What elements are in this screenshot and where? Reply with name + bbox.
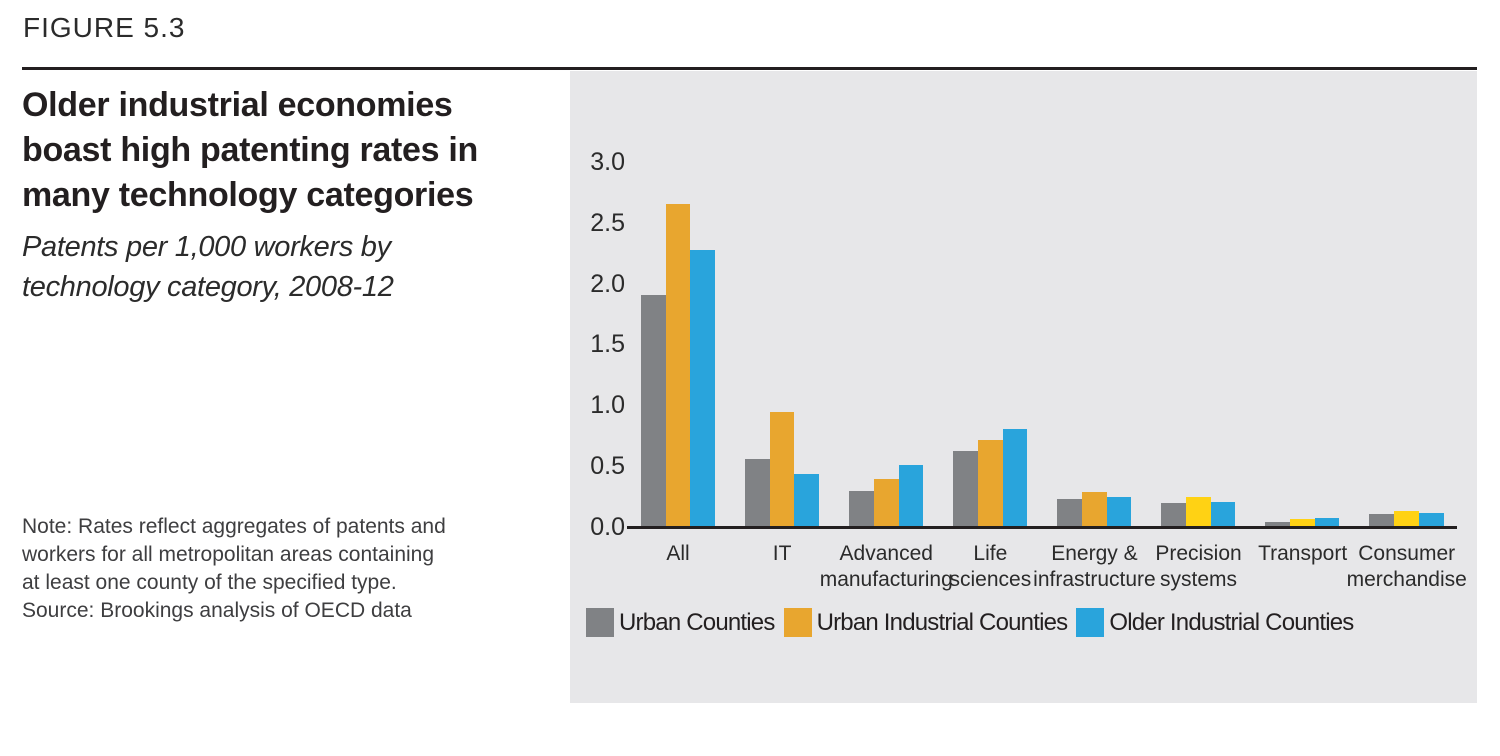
category-label: Transport [1258,541,1347,593]
category-labels: All IT Advanced manufacturing Life sciences En… [641,541,1467,593]
y-tick-label: 0.0 [590,513,625,541]
bar-group [1369,511,1444,526]
category-label: All [641,541,715,593]
category-label-line: Advanced [839,542,933,565]
category-label-line: infrastructure [1033,568,1156,591]
category-label: Precision systems [1155,541,1241,593]
bar-older-industrial-counties [1002,428,1028,526]
bar-older-industrial-counties [1418,512,1444,526]
bar-older-industrial-counties [1314,517,1340,526]
bar-urban-industrial-counties [665,203,691,526]
bar-urban-industrial-counties [1394,511,1419,526]
bar-urban-counties [953,450,978,526]
horizontal-rule [22,67,1477,70]
bar-urban-industrial-counties [1186,496,1211,526]
bar-urban-counties [1369,513,1395,526]
figure-number-label: FIGURE 5.3 [23,12,186,43]
category-label-line: Energy & [1051,542,1138,565]
bar-group [745,411,820,526]
category-label: Life sciences [949,541,1031,593]
bar-urban-industrial-counties [977,439,1003,526]
legend-label: Urban Counties [619,608,775,636]
bar-urban-counties [1057,499,1082,526]
legend-swatch [783,608,812,637]
x-axis-baseline [627,526,1457,529]
legend-item: Older Industrial Counties [1076,608,1354,637]
note-and-source-text: Note: Rates reflect aggregates of patent… [22,515,446,622]
category-label-line: All [666,542,690,565]
bar-urban-industrial-counties [873,478,899,526]
legend-swatch [586,608,614,637]
legend: Urban Counties Urban Industrial Counties O… [586,608,1354,637]
category-label-line: Precision [1155,542,1242,565]
category-label-line: IT [772,542,792,565]
legend-label: Older Industrial Counties [1109,608,1354,636]
category-label-line: Life [973,542,1008,565]
page-title: Older industrial economies boast high pa… [22,86,478,214]
bar-urban-counties [1161,502,1186,526]
y-tick-label: 2.0 [590,269,625,298]
legend-label: Urban Industrial Counties [816,608,1069,636]
category-label-line: manufacturing [819,568,953,591]
category-label: Energy & infrastructure [1033,541,1156,593]
bar-older-industrial-counties [690,249,716,526]
bar-urban-counties [745,459,770,526]
category-label-line: merchandise [1346,568,1467,591]
category-label-line: Consumer [1358,542,1456,565]
bar-group [1265,517,1340,526]
bar-older-industrial-counties [898,465,924,526]
bar-urban-industrial-counties [769,411,795,526]
bar-group [849,465,924,526]
bar-urban-industrial-counties [1081,491,1107,526]
legend-item: Urban Industrial Counties [783,608,1069,637]
bar-group [1161,496,1236,526]
bar-urban-industrial-counties [1290,518,1315,526]
bar-older-industrial-counties [794,473,820,526]
category-label: IT [745,541,819,593]
bar-group [953,428,1028,526]
legend-swatch [1076,608,1105,637]
y-tick-label: 1.5 [590,330,625,359]
category-label-line: Transport [1258,542,1348,565]
y-tick-label: 2.5 [590,208,625,237]
category-label-line: sciences [949,568,1032,591]
bar-group [1057,491,1132,526]
category-label: Consumer merchandise [1347,541,1467,593]
y-tick-label: 3.0 [590,147,625,176]
legend-item: Urban Counties [586,608,775,637]
category-label-line: systems [1160,568,1238,591]
y-axis-labels: 0.0 0.5 1.0 1.5 2.0 2.5 3.0 [570,71,625,540]
bar-older-industrial-counties [1210,501,1236,526]
plot-area: 0.0 0.5 1.0 1.5 2.0 2.5 3.0 [570,71,1457,540]
bar-urban-counties [849,490,874,526]
bar-urban-counties [1265,522,1291,526]
chart-panel: 0.0 0.5 1.0 1.5 2.0 2.5 3.0 All IT Advanced manuf… [570,71,1477,703]
y-tick-label: 1.0 [590,391,625,420]
chart-subtitle: Patents per 1,000 workers by technology … [22,231,394,303]
bar-older-industrial-counties [1106,496,1132,526]
y-tick-label: 0.5 [590,452,625,481]
bar-groups [627,203,1457,526]
bar-group [641,203,716,526]
category-label: Advanced manufacturing [820,541,953,593]
bar-urban-counties [641,294,666,526]
